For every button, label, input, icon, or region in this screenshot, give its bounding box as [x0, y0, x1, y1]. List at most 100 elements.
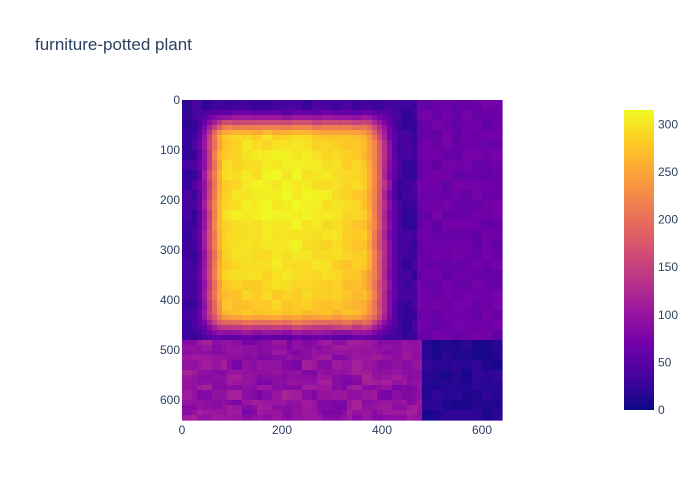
- heatmap-cell: [262, 190, 268, 196]
- heatmap-cell: [497, 225, 503, 231]
- heatmap-cell: [497, 155, 503, 161]
- heatmap-cell: [337, 180, 343, 186]
- heatmap-cell: [192, 360, 198, 366]
- heatmap-cell: [252, 235, 258, 241]
- heatmap-cell: [287, 320, 293, 326]
- heatmap-cell: [422, 260, 428, 266]
- heatmap-cell: [327, 380, 333, 386]
- heatmap-cell: [387, 280, 393, 286]
- heatmap-cell: [437, 295, 443, 301]
- heatmap-cell: [217, 185, 223, 191]
- heatmap-cell: [282, 360, 288, 366]
- heatmap-cell: [442, 355, 448, 361]
- heatmap-cell: [422, 235, 428, 241]
- heatmap-cell: [327, 345, 333, 351]
- heatmap-cell: [282, 365, 288, 371]
- heatmap-cell: [477, 265, 483, 271]
- heatmap-cell: [297, 255, 303, 261]
- heatmap-cell: [397, 280, 403, 286]
- heatmap-cell: [262, 180, 268, 186]
- heatmap-cell: [412, 385, 418, 391]
- heatmap-cell: [277, 100, 283, 106]
- heatmap-cell: [277, 125, 283, 131]
- heatmap-cell: [187, 405, 193, 411]
- heatmap-cell: [457, 245, 463, 251]
- heatmap-cell: [322, 410, 328, 416]
- heatmap-cell: [402, 410, 408, 416]
- heatmap-cell: [432, 395, 438, 401]
- heatmap-cell: [282, 195, 288, 201]
- heatmap-cell: [462, 390, 468, 396]
- heatmap-cell: [277, 295, 283, 301]
- heatmap-cell: [397, 310, 403, 316]
- heatmap-cell: [337, 325, 343, 331]
- heatmap-cell: [277, 365, 283, 371]
- heatmap-cell: [322, 365, 328, 371]
- heatmap-cell: [477, 250, 483, 256]
- heatmap-cell: [187, 370, 193, 376]
- heatmap-cell: [357, 265, 363, 271]
- heatmap-cell: [212, 215, 218, 221]
- heatmap-cell: [397, 290, 403, 296]
- heatmap-cell: [192, 415, 198, 421]
- heatmap-cell: [207, 150, 213, 156]
- heatmap-cell: [232, 270, 238, 276]
- heatmap-cell: [302, 305, 308, 311]
- heatmap-cell: [372, 325, 378, 331]
- heatmap-cell: [272, 155, 278, 161]
- heatmap-cell: [462, 365, 468, 371]
- heatmap-cell: [467, 340, 473, 346]
- heatmap-cell: [357, 160, 363, 166]
- heatmap-cell: [377, 200, 383, 206]
- heatmap-cell: [247, 395, 253, 401]
- heatmap-cell: [497, 390, 503, 396]
- heatmap-cell: [202, 300, 208, 306]
- heatmap-cell: [192, 275, 198, 281]
- heatmap-cell: [347, 385, 353, 391]
- heatmap-cell: [272, 200, 278, 206]
- heatmap-cell: [462, 160, 468, 166]
- heatmap-cell: [372, 405, 378, 411]
- heatmap-cell: [467, 270, 473, 276]
- heatmap-cell: [242, 320, 248, 326]
- heatmap-cell: [457, 415, 463, 421]
- heatmap-cell: [292, 110, 298, 116]
- heatmap-cell: [467, 360, 473, 366]
- heatmap-cell: [487, 225, 493, 231]
- heatmap-cell: [272, 225, 278, 231]
- heatmap-cell: [317, 170, 323, 176]
- heatmap-cell: [187, 400, 193, 406]
- heatmap-cell: [397, 170, 403, 176]
- heatmap-cell: [447, 260, 453, 266]
- heatmap-cell: [417, 155, 423, 161]
- heatmap-cell: [247, 330, 253, 336]
- heatmap-cell: [467, 200, 473, 206]
- heatmap-cell: [207, 270, 213, 276]
- heatmap-cell: [392, 155, 398, 161]
- heatmap-cell: [287, 165, 293, 171]
- heatmap-cell: [342, 145, 348, 151]
- heatmap-cell: [322, 245, 328, 251]
- heatmap-cell: [287, 100, 293, 106]
- heatmap-cell: [262, 235, 268, 241]
- heatmap-cell: [397, 200, 403, 206]
- heatmap-cell: [297, 190, 303, 196]
- heatmap-cell: [387, 210, 393, 216]
- heatmap-cell: [267, 390, 273, 396]
- heatmap-cell: [467, 210, 473, 216]
- heatmap-cell: [347, 315, 353, 321]
- heatmap-cell: [227, 100, 233, 106]
- heatmap-cell: [182, 160, 188, 166]
- heatmap-cell: [327, 245, 333, 251]
- heatmap-cell: [377, 195, 383, 201]
- heatmap-cell: [477, 240, 483, 246]
- heatmap-cell: [447, 110, 453, 116]
- heatmap-cell: [472, 275, 478, 281]
- heatmap-cell: [442, 325, 448, 331]
- heatmap-cell: [427, 115, 433, 121]
- heatmap-cell: [377, 220, 383, 226]
- heatmap-cell: [327, 115, 333, 121]
- heatmap-cell: [367, 355, 373, 361]
- heatmap-cell: [342, 310, 348, 316]
- heatmap-cell: [432, 305, 438, 311]
